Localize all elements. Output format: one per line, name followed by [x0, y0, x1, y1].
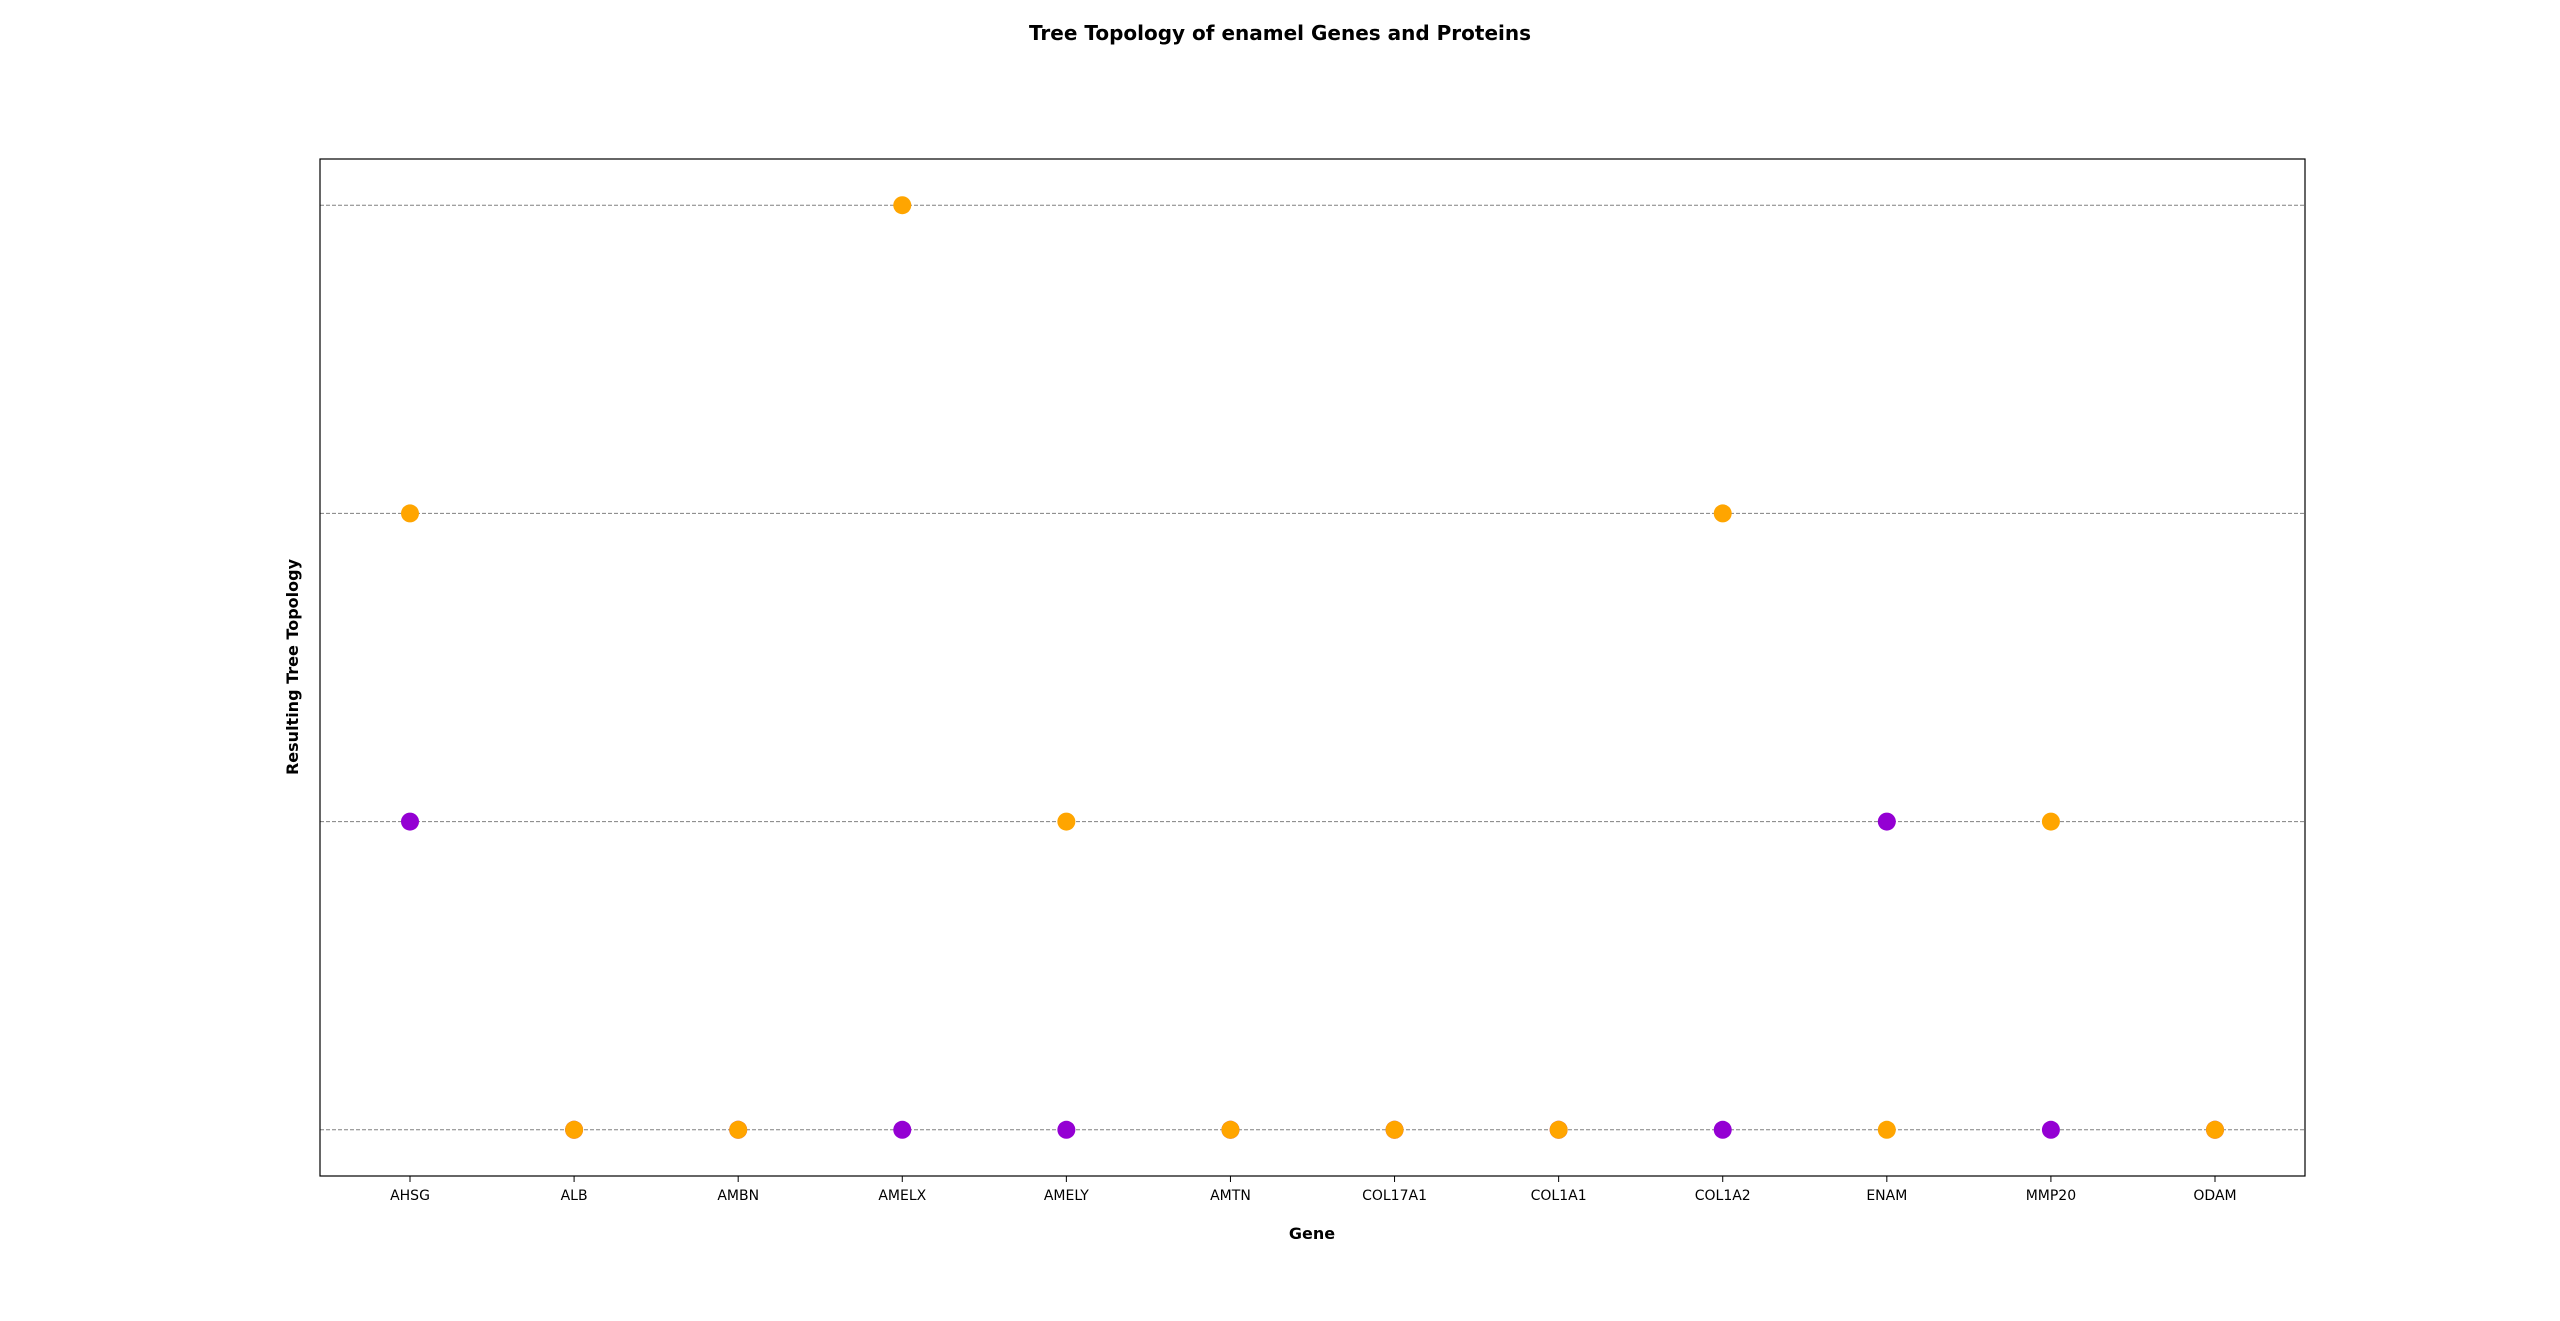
data-point-amelx-s2	[893, 196, 912, 215]
data-point-amely-s2	[1057, 812, 1076, 831]
gridlines	[320, 204, 2305, 1131]
data-point-amelx-s1	[893, 1120, 912, 1139]
x-tick-label-col17a1: COL17A1	[1362, 1188, 1427, 1204]
x-tick-label-odam: ODAM	[2193, 1188, 2236, 1204]
data-point-enam-s1	[1877, 812, 1896, 831]
chart-title: Tree Topology of enamel Genes and Protei…	[1029, 21, 1531, 45]
x-tick-label-amelx: AMELX	[878, 1188, 926, 1204]
x-tick-label-col1a2: COL1A2	[1695, 1188, 1751, 1204]
y-axis-label: Resulting Tree Topology	[283, 558, 302, 775]
data-points	[401, 196, 2224, 1139]
data-point-col1a1-s2	[1549, 1120, 1568, 1139]
data-point-col17a1-s2	[1385, 1120, 1404, 1139]
x-tick-label-ahsg: AHSG	[390, 1188, 430, 1204]
data-point-amtn-s2	[1221, 1120, 1240, 1139]
data-point-ahsg-s2	[401, 504, 419, 523]
x-axis-ticks: AHSG ALB AMBN AMELX AMELY AMTN COL17A1 COL1A1 CO…	[390, 1176, 2237, 1204]
data-point-alb-s2	[565, 1120, 584, 1139]
data-point-ambn-s2	[729, 1120, 748, 1139]
data-point-col1a2-s1	[1713, 1120, 1732, 1139]
x-tick-label-mmp20: MMP20	[2026, 1188, 2076, 1204]
plot-area-frame	[319, 158, 2306, 1177]
x-tick-label-alb: ALB	[561, 1188, 588, 1204]
x-axis-label: Gene	[1289, 1224, 1335, 1243]
data-point-mmp20-s1	[2041, 1120, 2060, 1139]
x-tick-label-amely: AMELY	[1044, 1188, 1089, 1204]
data-point-odam-s2	[2206, 1120, 2224, 1139]
data-point-enam-s2	[1877, 1120, 1896, 1139]
x-tick-label-amtn: AMTN	[1210, 1188, 1251, 1204]
data-point-ahsg-s1	[401, 812, 419, 831]
data-point-mmp20-s2	[2041, 812, 2060, 831]
x-tick-label-col1a1: COL1A1	[1531, 1188, 1587, 1204]
data-point-col1a2-s2	[1713, 504, 1732, 523]
x-tick-label-ambn: AMBN	[717, 1188, 759, 1204]
data-point-amely-s1	[1057, 1120, 1076, 1139]
x-tick-label-enam: ENAM	[1866, 1188, 1907, 1204]
